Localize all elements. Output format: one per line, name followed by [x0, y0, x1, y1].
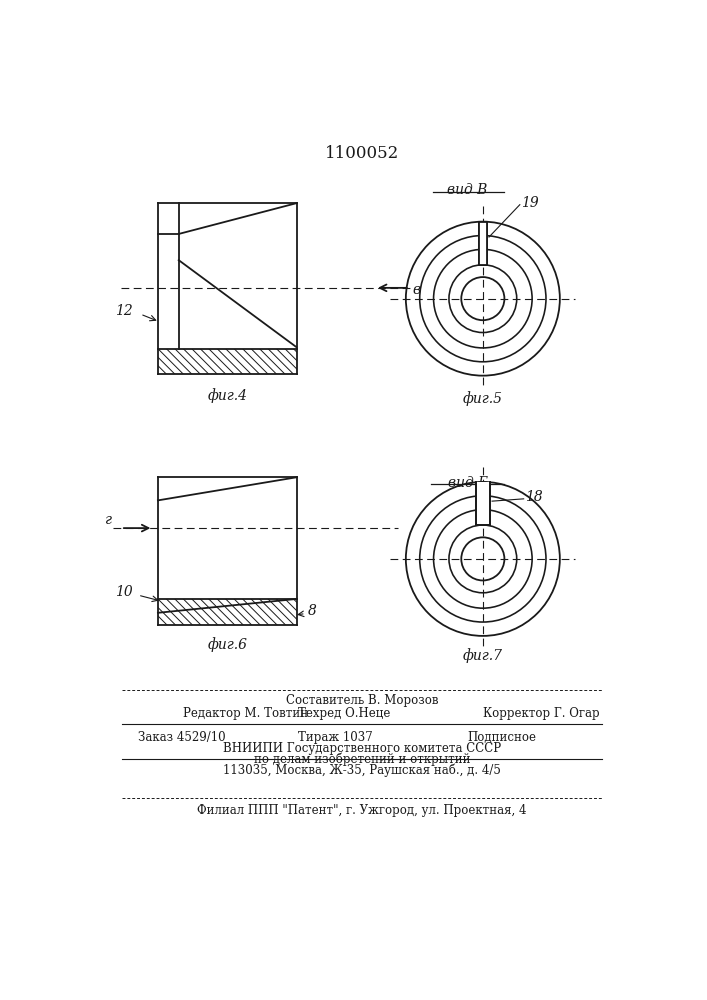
Text: вид Г: вид Г — [448, 476, 487, 490]
Text: по делам изобретений и открытий: по делам изобретений и открытий — [254, 753, 470, 766]
Text: Заказ 4529/10: Заказ 4529/10 — [138, 731, 226, 744]
Text: 113035, Москва, Ж-35, Раушская наб., д. 4/5: 113035, Москва, Ж-35, Раушская наб., д. … — [223, 764, 501, 777]
Bar — [479, 222, 487, 265]
Text: фиг.7: фиг.7 — [463, 648, 503, 663]
Text: ВНИИПИ Государственного комитета СССР: ВНИИПИ Государственного комитета СССР — [223, 742, 501, 755]
Bar — [479, 222, 487, 265]
Text: вид В: вид В — [448, 183, 488, 197]
Bar — [476, 482, 490, 525]
Text: Филиал ППП "Патент", г. Ужгород, ул. Проектная, 4: Филиал ППП "Патент", г. Ужгород, ул. Про… — [197, 804, 527, 817]
Text: Корректор Г. Огар: Корректор Г. Огар — [483, 707, 600, 720]
Text: фиг.6: фиг.6 — [207, 637, 247, 652]
Text: Тираж 1037: Тираж 1037 — [298, 731, 373, 744]
Circle shape — [461, 277, 504, 320]
Text: г: г — [105, 513, 112, 527]
Text: в: в — [412, 283, 420, 297]
Text: 8: 8 — [308, 604, 316, 618]
Text: Подписное: Подписное — [467, 731, 537, 744]
Text: 1100052: 1100052 — [325, 145, 399, 162]
Text: фиг.4: фиг.4 — [207, 388, 247, 403]
Circle shape — [461, 537, 504, 580]
Text: 12: 12 — [115, 304, 132, 318]
Text: Техред О.Неце: Техред О.Неце — [298, 707, 390, 720]
Text: 19: 19 — [521, 196, 539, 210]
Text: Составитель В. Морозов: Составитель В. Морозов — [286, 694, 438, 707]
Text: Редактор М. Товтин: Редактор М. Товтин — [182, 707, 308, 720]
Text: фиг.5: фиг.5 — [463, 391, 503, 406]
Text: 18: 18 — [525, 490, 543, 504]
Text: 10: 10 — [115, 585, 132, 599]
